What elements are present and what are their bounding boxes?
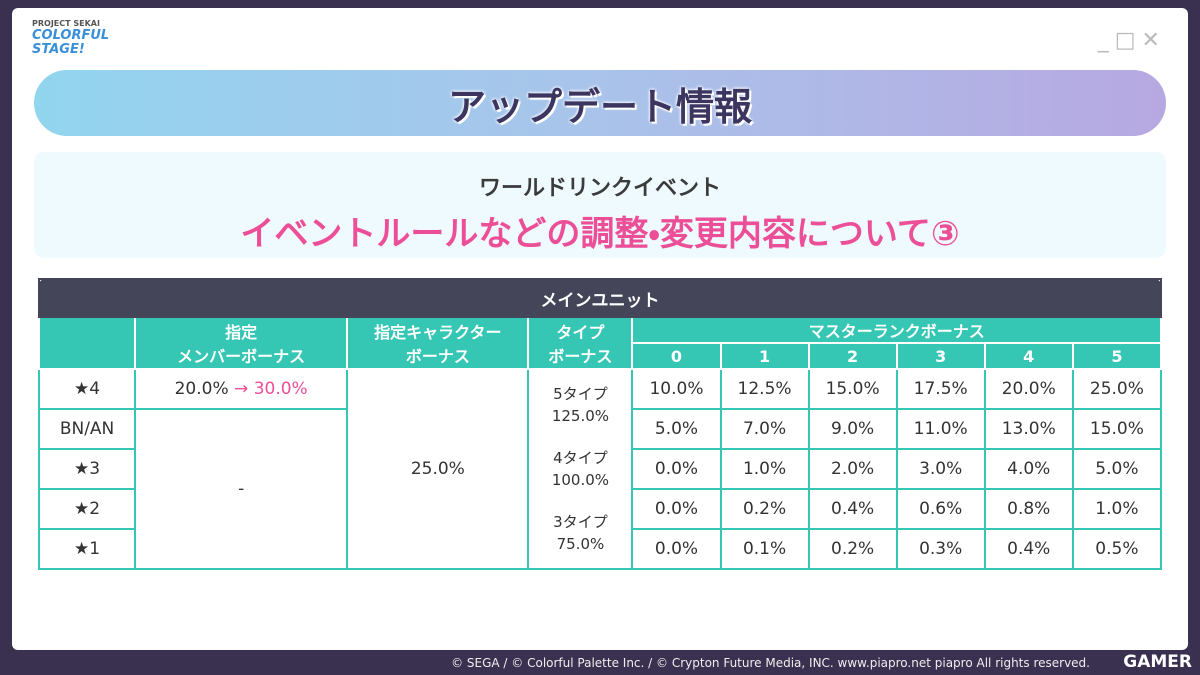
header-text: 指定: [225, 323, 258, 342]
master-rank-cell: 4.0%: [983, 448, 1074, 490]
type-bonus-text: 100.0%: [551, 471, 610, 489]
logo-brand: PROJECT SEKAI: [32, 19, 100, 28]
type-bonus-cell: 5タイプ 125.0% 4タイプ 100.0% 3タイプ 75.0%: [527, 368, 634, 570]
master-rank-cell: 17.5%: [895, 368, 986, 410]
header-text: タイプ: [556, 323, 605, 342]
notice-title: イベントルールなどの調整・変更内容について③: [240, 214, 960, 254]
arrow: →: [234, 379, 249, 399]
header-text: ボーナス: [405, 347, 470, 366]
master-rank-cell: 0.8%: [983, 488, 1074, 530]
title-bar: アップデート情報: [34, 70, 1166, 136]
master-rank-cell: 5.0%: [631, 408, 722, 450]
master-rank-cell: 10.0%: [631, 368, 722, 410]
type-bonus-text: 5タイプ: [553, 385, 608, 403]
rarity-cell: BN/AN: [37, 408, 137, 450]
member-bonus-cell: 20.0% → 30.0%: [134, 368, 349, 410]
master-rank-cell: 12.5%: [719, 368, 810, 410]
master-rank-cell: 9.0%: [807, 408, 898, 450]
watermark: GAMER: [1123, 652, 1192, 672]
rank-header: 2: [807, 342, 898, 370]
header-cell: 指定キャラクター ボーナス: [346, 316, 530, 370]
master-rank-cell: 13.0%: [983, 408, 1074, 450]
footer: © SEGA / © Colorful Palette Inc. / © Cry…: [0, 652, 1200, 675]
type-bonus-text: 125.0%: [551, 407, 610, 425]
master-rank-cell: 0.4%: [983, 528, 1074, 570]
type-bonus-text: 4タイプ: [553, 449, 608, 467]
master-rank-cell: 0.2%: [807, 528, 898, 570]
rank-header: 0: [631, 342, 722, 370]
header-text: ボーナス: [548, 347, 613, 366]
table-row: ★1 0.0% 0.1% 0.2% 0.3% 0.4% 0.5%: [37, 528, 1163, 570]
type-bonus-text: 75.0%: [556, 535, 605, 553]
rank-header: 5: [1071, 342, 1163, 370]
rarity-cell: ★2: [37, 488, 137, 530]
character-bonus-cell: 25.0%: [346, 368, 530, 570]
master-rank-cell: 0.2%: [719, 488, 810, 530]
master-rank-cell: 0.0%: [631, 528, 722, 570]
notice: ワールドリンクイベント イベントルールなどの調整・変更内容について③: [34, 152, 1166, 258]
master-rank-cell: 0.3%: [895, 528, 986, 570]
master-rank-cell: 0.6%: [895, 488, 986, 530]
title: アップデート情報: [447, 84, 752, 129]
rank-header: 4: [983, 342, 1074, 370]
value-before: 20.0%: [174, 379, 229, 399]
master-rank-cell: 7.0%: [719, 408, 810, 450]
master-rank-cell: 2.0%: [807, 448, 898, 490]
window-controls[interactable]: _□✕: [1097, 28, 1166, 53]
rarity-cell: ★4: [37, 368, 137, 410]
master-rank-cell: 0.4%: [807, 488, 898, 530]
master-rank-cell: 15.0%: [1071, 408, 1163, 450]
member-bonus-cell: -: [134, 408, 349, 570]
header-cell: 指定メンバーボーナス: [134, 316, 349, 370]
master-rank-cell: 1.0%: [719, 448, 810, 490]
master-rank-cell: 15.0%: [807, 368, 898, 410]
rank-header: 3: [895, 342, 986, 370]
bonus-table: メインユニット 指定 メンバーボーナス 指定キャラクター ボーナス タイプ ボーナス …: [37, 278, 1163, 570]
table-row: ★2 0.0% 0.2% 0.4% 0.6% 0.8% 1.0%: [37, 488, 1163, 530]
header-text: メンバーボーナス: [177, 347, 306, 366]
master-rank-cell: 5.0%: [1071, 448, 1163, 490]
master-rank-cell: 1.0%: [1071, 488, 1163, 530]
header-text: 指定キャラクター: [374, 323, 502, 342]
table-caption: メインユニット: [38, 278, 1162, 318]
rarity-cell: ★3: [37, 448, 137, 490]
master-rank-cell: 0.5%: [1071, 528, 1163, 570]
master-rank-cell: 0.0%: [631, 488, 722, 530]
type-bonus-text: 3タイプ: [553, 513, 608, 531]
master-rank-cell: 11.0%: [895, 408, 986, 450]
value-after: 30.0%: [253, 379, 308, 399]
header-cell: マスターランクボーナス: [631, 316, 1162, 344]
master-rank-cell: 25.0%: [1071, 368, 1163, 410]
master-rank-cell: 3.0%: [895, 448, 986, 490]
header-cell: タイプ ボーナス: [527, 316, 634, 370]
master-rank-cell: 20.0%: [983, 368, 1074, 410]
header-cell: [37, 316, 137, 370]
table-row: ★4 20.0% → 30.0% 25.0% 5タイプ 125.0% 4タイプ 100.0%…: [37, 368, 1163, 570]
rank-header: 1: [719, 342, 810, 370]
logo-name: COLORFUL STAGE!: [32, 27, 110, 58]
table-row: BN/AN -5.0% 7.0% 9.0% 11.0% 13.0% 15.0%: [37, 408, 1163, 570]
table-row: ★3 0.0% 1.0% 2.0% 3.0% 4.0% 5.0%: [37, 448, 1163, 490]
copyright: © SEGA / © Colorful Palette Inc. / © Cry…: [451, 656, 1090, 670]
master-rank-cell: 0.1%: [719, 528, 810, 570]
notice-subtitle: ワールドリンクイベント: [478, 176, 721, 201]
logo: PROJECT SEKAI COLORFUL STAGE!: [32, 19, 142, 58]
rarity-cell: ★1: [37, 528, 137, 570]
master-rank-cell: 0.0%: [631, 448, 722, 490]
